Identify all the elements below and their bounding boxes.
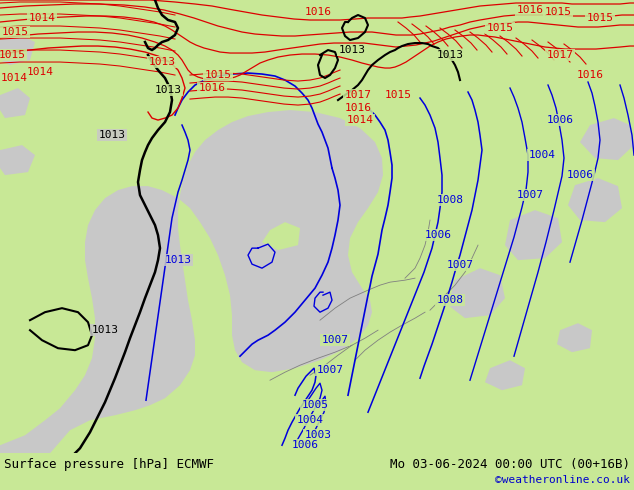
Text: 1014: 1014 bbox=[1, 73, 27, 83]
Text: 1013: 1013 bbox=[98, 130, 126, 140]
Text: 1016: 1016 bbox=[517, 5, 543, 15]
Text: 1006: 1006 bbox=[425, 230, 451, 240]
Text: 1014: 1014 bbox=[27, 67, 53, 77]
Polygon shape bbox=[580, 118, 634, 160]
Polygon shape bbox=[262, 222, 300, 250]
Text: 1003: 1003 bbox=[304, 430, 332, 440]
Text: 1007: 1007 bbox=[321, 335, 349, 345]
Text: 1015: 1015 bbox=[205, 70, 231, 80]
Polygon shape bbox=[448, 268, 505, 318]
Text: 1015: 1015 bbox=[384, 90, 411, 100]
Text: 1008: 1008 bbox=[436, 295, 463, 305]
Text: 1017: 1017 bbox=[547, 50, 574, 60]
Polygon shape bbox=[0, 35, 35, 65]
Text: 1013: 1013 bbox=[91, 325, 119, 335]
Text: 1013: 1013 bbox=[436, 50, 463, 60]
Polygon shape bbox=[0, 110, 383, 453]
Polygon shape bbox=[485, 360, 525, 390]
Text: Mo 03-06-2024 00:00 UTC (00+16B): Mo 03-06-2024 00:00 UTC (00+16B) bbox=[390, 458, 630, 471]
Text: 1016: 1016 bbox=[198, 83, 226, 93]
Text: 1007: 1007 bbox=[517, 190, 543, 200]
Text: 1005: 1005 bbox=[302, 400, 328, 410]
Text: 1006: 1006 bbox=[292, 440, 318, 450]
Text: 1004: 1004 bbox=[297, 415, 323, 425]
Text: 1015: 1015 bbox=[1, 27, 29, 37]
Text: 1006: 1006 bbox=[567, 170, 593, 180]
Text: ©weatheronline.co.uk: ©weatheronline.co.uk bbox=[495, 475, 630, 485]
Polygon shape bbox=[55, 112, 95, 142]
Text: 1015: 1015 bbox=[0, 50, 25, 60]
Text: 1016: 1016 bbox=[304, 7, 332, 17]
Text: Surface pressure [hPa] ECMWF: Surface pressure [hPa] ECMWF bbox=[4, 458, 214, 471]
Text: 1013: 1013 bbox=[148, 57, 176, 67]
Text: 1017: 1017 bbox=[344, 90, 372, 100]
Text: 1008: 1008 bbox=[436, 195, 463, 205]
Text: 1016: 1016 bbox=[576, 70, 604, 80]
Text: 1014: 1014 bbox=[347, 115, 373, 125]
Text: 1006: 1006 bbox=[547, 115, 574, 125]
Polygon shape bbox=[0, 88, 30, 118]
Text: 1004: 1004 bbox=[529, 150, 555, 160]
Text: 1013: 1013 bbox=[155, 85, 181, 95]
Polygon shape bbox=[22, 172, 72, 204]
Text: 1015: 1015 bbox=[586, 13, 614, 23]
Text: 1007: 1007 bbox=[316, 365, 344, 375]
Text: 1014: 1014 bbox=[29, 13, 56, 23]
Text: 1016: 1016 bbox=[344, 103, 372, 113]
Text: 1013: 1013 bbox=[164, 255, 191, 265]
Polygon shape bbox=[505, 210, 562, 260]
Text: 1015: 1015 bbox=[545, 7, 571, 17]
Polygon shape bbox=[0, 145, 35, 175]
Text: 1007: 1007 bbox=[446, 260, 474, 270]
Text: 1015: 1015 bbox=[486, 23, 514, 33]
Polygon shape bbox=[557, 323, 592, 352]
Polygon shape bbox=[568, 178, 622, 222]
Text: 1013: 1013 bbox=[339, 45, 365, 55]
Polygon shape bbox=[50, 70, 90, 100]
